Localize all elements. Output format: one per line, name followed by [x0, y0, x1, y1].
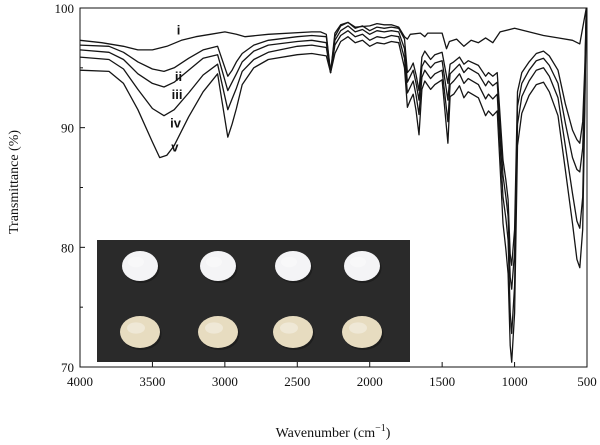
series-label-v: v [171, 140, 179, 155]
x-tick-label: 500 [577, 374, 597, 389]
x-axis-title: Wavenumber (cm−1) [276, 423, 391, 441]
x-tick-label: 2000 [357, 374, 383, 389]
x-axis-title-main: Wavenumber (cm [276, 426, 376, 441]
series-label-iii: iii [172, 87, 183, 102]
x-tick-label: 4000 [67, 374, 93, 389]
series-label-iv: iv [170, 116, 182, 131]
x-axis-ticks: 4000 3500 3000 2500 2000 1500 1000 500 [67, 362, 597, 389]
x-tick-label: 3000 [212, 374, 238, 389]
y-tick-label: 100 [55, 1, 75, 16]
spectrum-iv [79, 7, 587, 335]
spectrum-i [79, 7, 587, 74]
spectra-lines [79, 7, 587, 363]
sample-beige [120, 316, 160, 348]
sample-highlight [280, 322, 298, 334]
y-tick-label: 80 [61, 240, 74, 255]
sample-beige [273, 316, 313, 348]
sample-highlight [127, 256, 145, 268]
sample-highlight [205, 256, 223, 268]
sample-beige [198, 316, 238, 348]
y-axis-title: Transmittance (%) [7, 130, 22, 234]
sample-highlight [205, 322, 223, 334]
sample-beige [342, 316, 382, 348]
spectrum-ii [79, 7, 587, 266]
x-tick-label: 1500 [429, 374, 455, 389]
series-label-i: i [177, 22, 181, 37]
plot-frame [79, 7, 588, 368]
sample-white [122, 251, 158, 281]
inset-photo [97, 240, 410, 362]
y-tick-label: 70 [61, 360, 74, 375]
x-tick-label: 1000 [502, 374, 528, 389]
sample-highlight [280, 256, 298, 268]
x-axis-title-unit-exponent: −1 [375, 423, 386, 434]
sample-white [344, 251, 380, 281]
x-tick-label: 2500 [284, 374, 310, 389]
x-tick-label: 3500 [139, 374, 165, 389]
spectrum-v [79, 7, 587, 363]
y-tick-label: 90 [61, 121, 74, 136]
sample-white [200, 251, 236, 281]
sample-highlight [127, 322, 145, 334]
series-label-ii: ii [175, 69, 182, 84]
sample-highlight [349, 256, 367, 268]
sample-highlight [349, 322, 367, 334]
y-axis-ticks: 70 80 90 100 [55, 1, 85, 375]
spectrum-iii [79, 7, 587, 290]
sample-white [275, 251, 311, 281]
x-axis-title-close: ) [386, 426, 391, 441]
